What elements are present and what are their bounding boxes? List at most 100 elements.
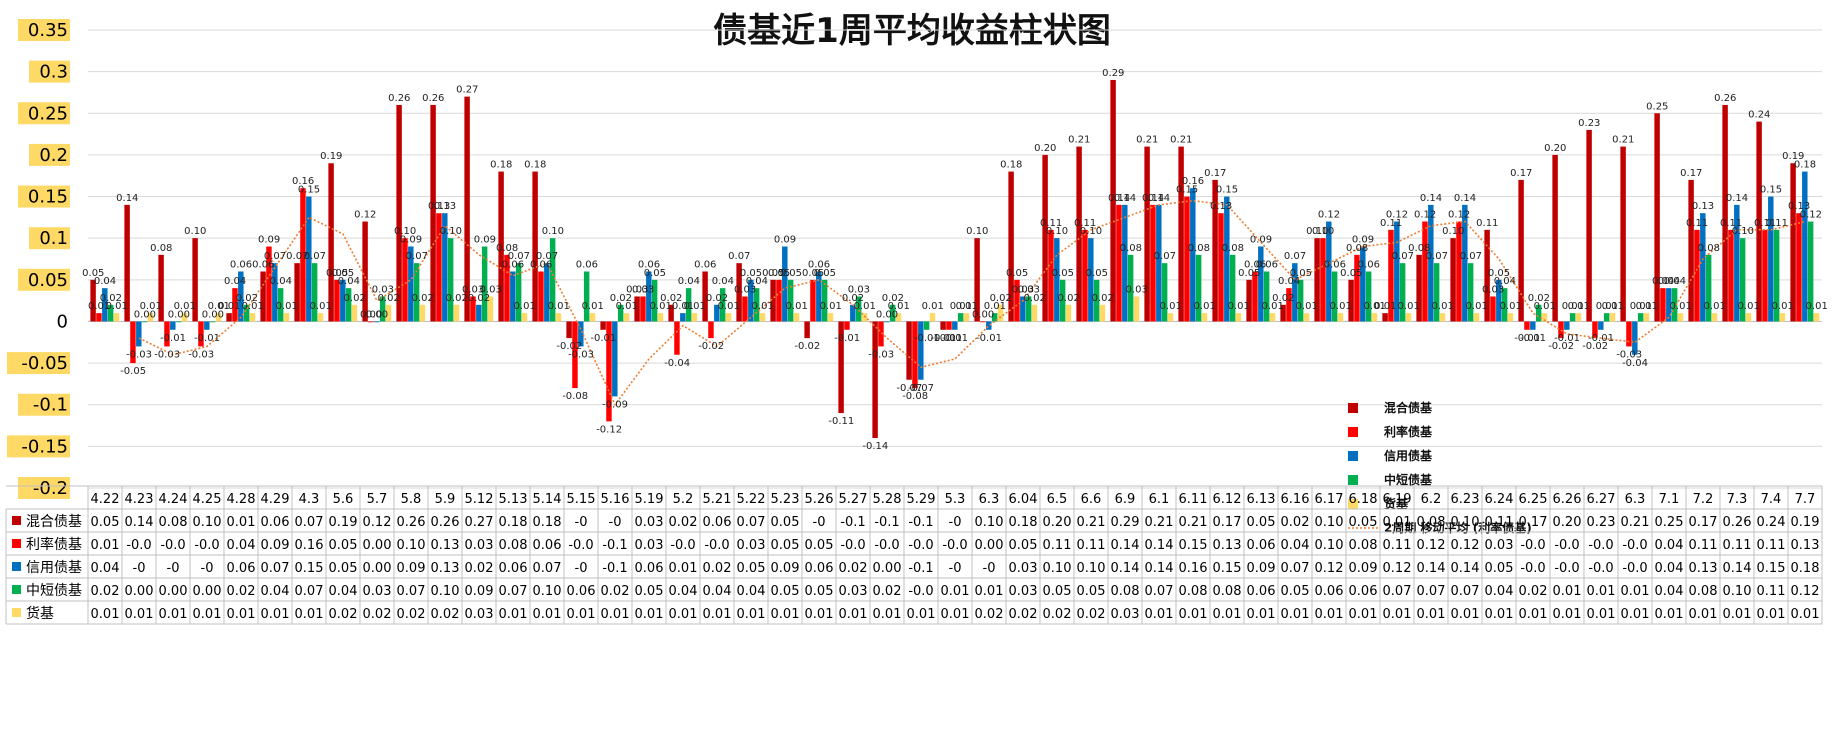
table-cell: 0.12: [1315, 561, 1344, 576]
table-cell: 0.02: [703, 561, 732, 576]
table-cell: 0.02: [601, 584, 630, 599]
bar-value-label: 0.12: [1800, 210, 1822, 221]
table-cell: 0.05: [805, 538, 834, 553]
bar-1: [1756, 121, 1762, 322]
table-category-label: 6.17: [1315, 492, 1344, 507]
bar-4: [991, 313, 998, 322]
bar-1: [1518, 179, 1524, 322]
table-cell: 0.12: [1417, 538, 1446, 553]
table-cell: 0.12: [363, 515, 392, 530]
trendline-layer: [138, 199, 1806, 407]
table-cell: 0.29: [1111, 515, 1140, 530]
table-category-label: 6.3: [1625, 492, 1646, 507]
table-cell: 0.01: [1247, 607, 1276, 622]
bar-value-label: 0.02: [706, 293, 728, 304]
table-cell: -0.0: [194, 538, 219, 553]
table-cell: 0.15: [1213, 561, 1242, 576]
table-cell: 0.10: [193, 515, 222, 530]
table-category-label: 6.04: [1009, 492, 1038, 507]
bar-value-label: 0.14: [1142, 193, 1164, 204]
bar-value-label: -0.01: [914, 333, 940, 344]
bar-value-label: 0.00: [168, 309, 190, 320]
table-cell: 0.01: [159, 607, 188, 622]
bar-value-label: 0.23: [1578, 118, 1600, 129]
bar-2: [674, 321, 680, 355]
bar-1: [702, 271, 708, 322]
table-cell: 0.06: [635, 561, 664, 576]
table-cell: -0.0: [704, 538, 729, 553]
table-cell: 0.02: [669, 515, 698, 530]
table-category-label: 5.27: [839, 492, 868, 507]
bar-2: [1150, 204, 1156, 322]
table-cell: 0.05: [1247, 515, 1276, 530]
table-category-label: 6.27: [1587, 492, 1616, 507]
table-cell: 0.01: [1179, 607, 1208, 622]
table-cell: 0.10: [1723, 584, 1752, 599]
bar-value-label: 0.11: [1380, 218, 1402, 229]
y-tick-highlight: [29, 227, 70, 250]
bar-1: [1620, 146, 1626, 322]
bar-2: [912, 321, 918, 389]
table-cell: 0.24: [1757, 515, 1786, 530]
y-tick-label: 0.3: [39, 62, 68, 83]
bar-value-label: 0.03: [1018, 284, 1040, 295]
bar-value-label: -0.03: [126, 349, 152, 360]
bar-value-label: 0.16: [1182, 176, 1204, 187]
bar-4: [1093, 279, 1100, 322]
bar-value-label: 0.01: [218, 301, 240, 312]
bar-1: [362, 221, 368, 322]
bar-3: [306, 196, 312, 322]
bar-4: [447, 238, 454, 322]
y-tick-label: -0.2: [33, 478, 68, 499]
bar-1: [1246, 279, 1252, 322]
table-category-label: 4.28: [227, 492, 256, 507]
bar-value-label: 0.06: [530, 259, 552, 270]
table-cell: -0.0: [1588, 538, 1613, 553]
table-category-label: 5.21: [703, 492, 732, 507]
bar-value-label: 0.01: [950, 301, 972, 312]
table-cell: 0.02: [1519, 584, 1548, 599]
bar-5: [1167, 313, 1174, 322]
table-cell: 0.07: [1417, 584, 1446, 599]
bar-2: [946, 321, 952, 330]
bar-1: [1042, 154, 1048, 322]
table-cell: 0.01: [737, 607, 766, 622]
table-category-label: 5.15: [567, 492, 596, 507]
bar-2: [1762, 229, 1768, 322]
table-cell: 0.07: [1145, 584, 1174, 599]
bar-value-label: -0.14: [862, 441, 888, 452]
bar-value-label: 0.06: [1244, 259, 1266, 270]
bar-3: [1258, 246, 1264, 322]
table-cell: -0.0: [1520, 561, 1545, 576]
table-cell: 0.03: [465, 607, 494, 622]
table-cell: 0.04: [329, 584, 358, 599]
bar-2: [742, 296, 748, 322]
y-tick-highlight: [18, 477, 70, 499]
table-category-label: 4.23: [125, 492, 154, 507]
bar-value-label: 0.15: [298, 185, 320, 196]
table-cell: 0.10: [1315, 538, 1344, 553]
bar-5: [1065, 304, 1072, 322]
table-cell: 0.02: [1009, 607, 1038, 622]
table-cell: 0.23: [1587, 515, 1616, 530]
bar-4: [1263, 271, 1270, 322]
bar-5: [1677, 313, 1684, 322]
table-cell: 0.08: [1213, 584, 1242, 599]
bar-5: [1099, 304, 1106, 322]
bar-1: [1688, 179, 1694, 322]
legend-trend-label: 2周期 移动平均 (利率债基): [1384, 520, 1532, 535]
bar-value-label: 0.14: [1454, 193, 1476, 204]
bar-5: [997, 304, 1004, 322]
table-cell: 0.07: [499, 584, 528, 599]
bar-2: [1694, 229, 1700, 322]
bar-value-label: 0.21: [1170, 135, 1192, 146]
bar-4: [311, 263, 318, 322]
table-cell: 0.09: [397, 561, 426, 576]
bar-5: [1337, 313, 1344, 322]
table-cell: 0.03: [1111, 607, 1140, 622]
bar-3: [1190, 188, 1196, 322]
bar-2: [776, 279, 782, 322]
bar-4: [243, 304, 250, 322]
bar-value-label: 0.08: [1120, 243, 1142, 254]
